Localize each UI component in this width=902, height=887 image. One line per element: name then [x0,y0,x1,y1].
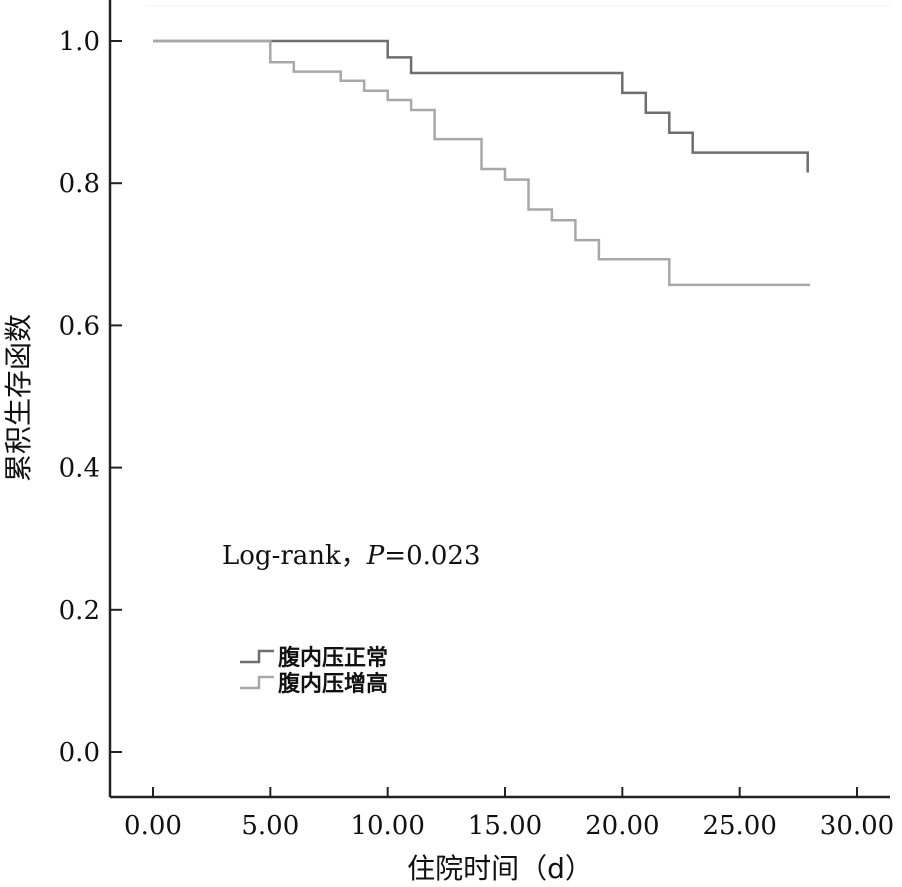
y-tick-label: 0.0 [59,738,100,768]
legend-label: 腹内压增高 [278,671,388,697]
series-line-2 [153,39,811,287]
legend-label: 腹内压正常 [278,645,388,671]
p-symbol: P [366,541,385,571]
series-line-1 [153,39,809,173]
log-rank-annotation: Log-rank，P=0.023 [222,541,481,571]
p-value: =0.023 [384,541,480,571]
x-tick-label: 15.00 [468,811,542,841]
y-tick-label: 0.4 [59,454,100,484]
x-tick-label: 0.00 [124,811,182,841]
y-tick-label: 0.2 [59,596,100,626]
x-tick-label: 5.00 [241,811,299,841]
axes [108,0,890,799]
x-axis-title: 住院时间（d） [407,852,593,885]
y-tick-label: 0.8 [59,169,100,199]
series-layer [153,39,811,287]
x-tick-label: 25.00 [702,811,776,841]
x-tick-label: 20.00 [585,811,659,841]
y-tick-label: 0.6 [59,311,100,341]
x-tick-label: 30.00 [820,811,894,841]
y-axis-title: 累积生存函数 [2,314,35,482]
legend-swatch [240,649,274,664]
log-rank-prefix: Log-rank， [222,541,367,571]
y-tick-label: 1.0 [59,27,100,57]
ticks: 0.00 5.00 10.00 15.00 20.00 25.00 30.00 0.0 0.2 0… [59,27,895,841]
legend-swatch [240,675,274,690]
x-tick-label: 10.00 [350,811,424,841]
